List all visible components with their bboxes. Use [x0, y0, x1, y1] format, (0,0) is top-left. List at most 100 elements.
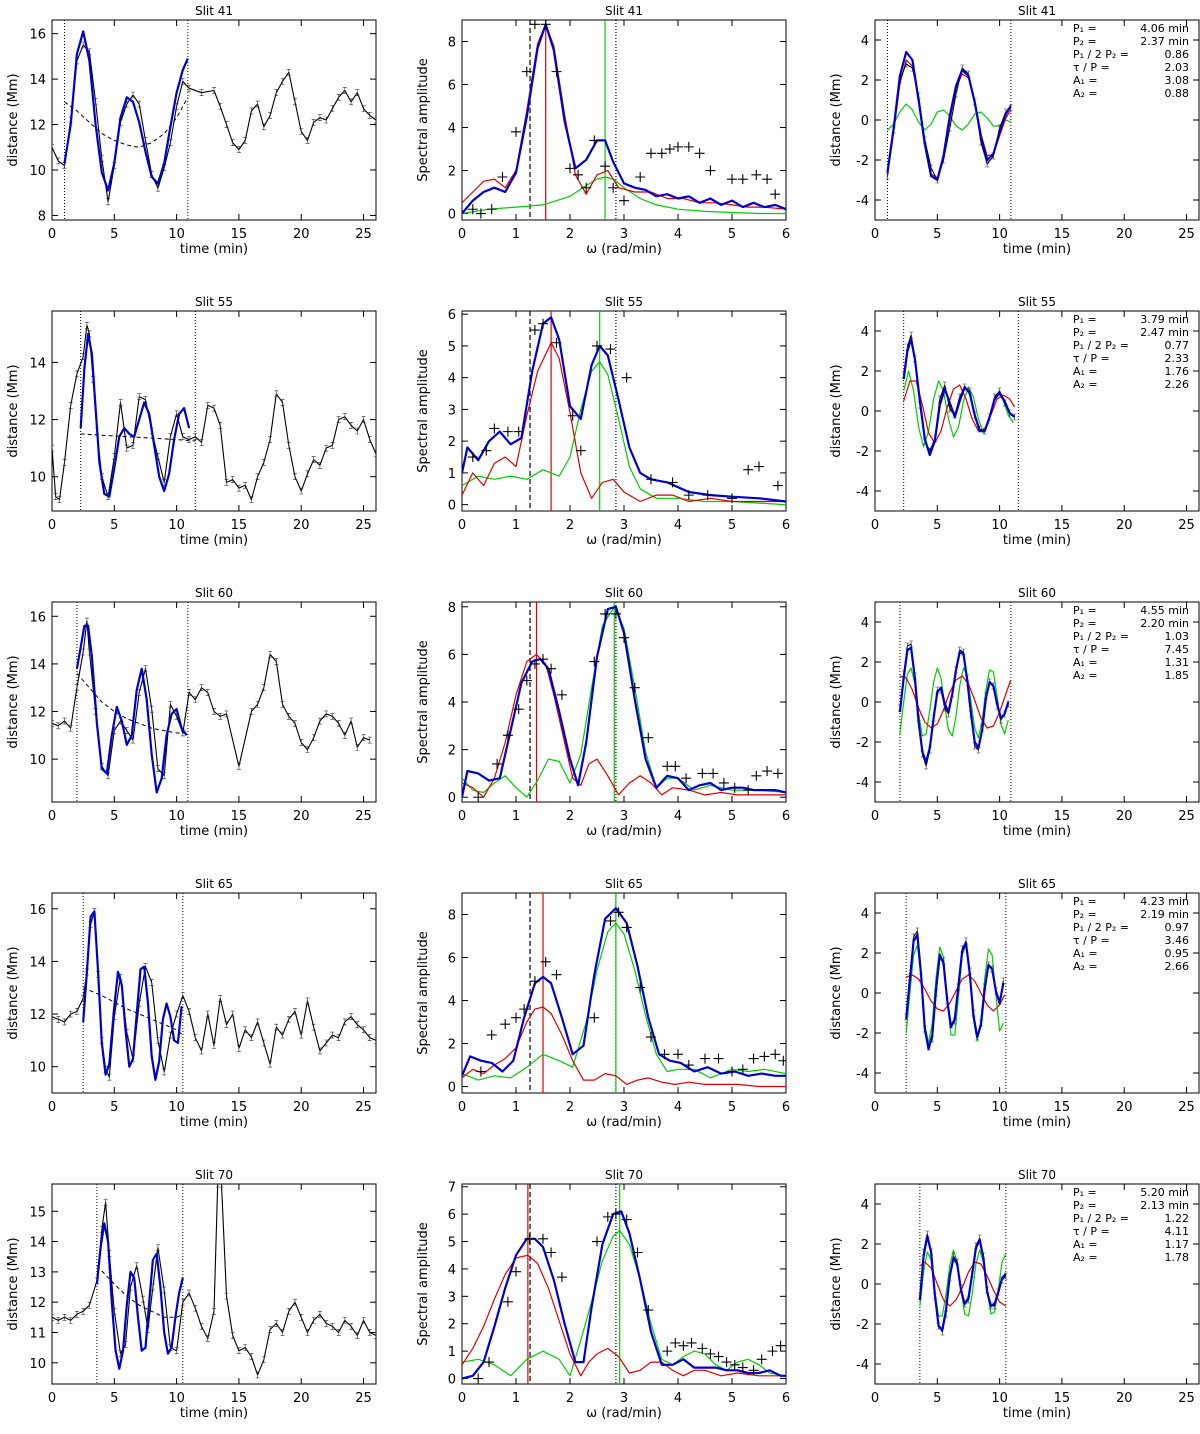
- slit-60-fit-xtick-label: 10: [991, 809, 1008, 824]
- slit-60-spectrum-data-cross: [529, 658, 540, 669]
- slit-55-distance-error-bar: [218, 421, 223, 429]
- slit-55-distance-error-bar: [274, 390, 279, 398]
- slit-70-spectrum-ytick-label: 4: [448, 1263, 456, 1278]
- slit-41-distance-error-bar: [106, 198, 111, 206]
- slit-70-spectrum-data-cross: [713, 1351, 724, 1362]
- slit-60-spectrum-data-cross: [600, 608, 611, 619]
- slit-65-distance-error-bar: [305, 997, 310, 1005]
- slit-55-distance-error-bar: [62, 459, 67, 466]
- slit-41-spectrum-data-cross: [619, 195, 629, 206]
- slit-55-spectrum-ytick-label: 0: [448, 499, 456, 514]
- slit-55-distance-fit-line: [79, 332, 191, 498]
- slit-65-fit-param-label: P₂ =: [1073, 908, 1097, 921]
- slit-41-fit-param-value: 2.03: [1165, 61, 1190, 74]
- slit-41-spectrum-data-cross: [705, 165, 716, 176]
- slit-55-fit-param-label: P₁ / 2 P₂ =: [1073, 339, 1129, 352]
- slit-55-fit-param-value: 0.77: [1165, 339, 1190, 352]
- slit-41-distance-error-bar: [355, 89, 360, 97]
- slit-60-spectrum-ytick-label: 6: [448, 648, 456, 663]
- slit-55-spectrum-data-cross: [567, 410, 578, 421]
- slit-70-distance-error-bar: [74, 1311, 79, 1318]
- slit-70-distance-error-bar: [367, 1329, 372, 1336]
- slit-70-fit-param-value: 1.17: [1165, 1238, 1190, 1251]
- slit-60-distance-error-bar: [52, 720, 54, 727]
- slit-41-spectrum-data-cross: [673, 141, 683, 152]
- slit-41-spectrum-data-cross: [511, 126, 521, 137]
- slit-41-fit-title: Slit 41: [1018, 4, 1056, 18]
- slit-55-spectrum-data-cross: [605, 344, 616, 355]
- slit-60-distance-error-bar: [149, 705, 154, 713]
- slit-60-fit-xtick-label: 0: [871, 809, 879, 824]
- slit-70-spectrum-mode1-line: [462, 1254, 786, 1377]
- slit-60-distance-error-bar: [62, 717, 67, 725]
- slit-60-spectrum-data-cross: [619, 632, 629, 643]
- slit-65-distance-error-bar: [205, 1010, 210, 1018]
- slit-55-spectrum-data-cross: [754, 461, 764, 472]
- slit-65-spectrum-ytick-label: 2: [448, 1038, 456, 1053]
- slit-70-spectrum-xlabel: ω (rad/min): [586, 1406, 662, 1421]
- slit-60-spectrum-xtick-label: 6: [782, 809, 790, 824]
- slit-55-spectrum-data-cross: [727, 493, 737, 504]
- slit-41-spectrum-data-cross: [664, 144, 675, 155]
- slit-55-spectrum-data-cross: [621, 372, 632, 383]
- slit-60-spectrum-data-cross: [589, 656, 600, 667]
- slit-41-distance-xtick-label: 20: [293, 227, 310, 242]
- slit-65-distance-error-bar: [52, 1013, 54, 1020]
- slit-60-distance-ytick-label: 10: [29, 753, 46, 768]
- slit-41-spectrum-data-cross: [656, 148, 667, 159]
- slit-70-spectrum-plot-area: [462, 1184, 786, 1384]
- slit-70-distance-error-bar: [56, 1317, 61, 1324]
- slit-55-fit-param-label: A₂ =: [1073, 378, 1098, 391]
- slit-41-spectrum-data-cross: [694, 148, 705, 159]
- slit-70-fit-xtick-label: 15: [1054, 1391, 1071, 1406]
- slit-55-distance-error-bar: [299, 487, 304, 495]
- slit-60-distance-ylabel: distance (Mm): [6, 655, 21, 748]
- slit-70-distance-error-bar: [103, 1198, 108, 1206]
- slit-60-fit-plot-area: [897, 602, 1012, 802]
- slit-55-distance-error-bar: [68, 401, 73, 409]
- slit-65-distance-ylabel: distance (Mm): [6, 946, 21, 1039]
- slit-65-spectrum-data-cross: [713, 1053, 724, 1064]
- slit-70-fit-param-label: τ / P =: [1073, 1225, 1110, 1238]
- slit-70-fit-param-value: 4.11: [1165, 1225, 1190, 1238]
- slit-55-distance-xtick-label: 0: [48, 518, 56, 533]
- slit-41-fit-param-label: P₁ =: [1073, 22, 1097, 35]
- slit-70-spectrum-data-cross: [767, 1346, 778, 1357]
- slit-55-distance-ytick-label: 12: [29, 414, 46, 429]
- slit-41-distance-xtick-label: 0: [48, 227, 56, 242]
- slit-70-distance-ytick-label: 15: [29, 1205, 46, 1220]
- slit-41-distance-error-bar: [330, 105, 335, 112]
- slit-60-spectrum-data-cross: [492, 758, 503, 769]
- slit-55-distance-error-bar: [374, 450, 376, 458]
- slit-70-spectrum-data-cross: [621, 1214, 632, 1225]
- slit-60-distance-error-bar: [293, 720, 297, 727]
- slit-60-spectrum-title: Slit 60: [605, 586, 643, 600]
- slit-70-fit-xtick-label: 25: [1178, 1391, 1195, 1406]
- slit-41-fit-param-label: A₁ =: [1073, 74, 1098, 87]
- slit-60-fit-ylabel: distance (Mm): [829, 655, 844, 748]
- slit-41-distance-error-bar: [342, 87, 347, 94]
- slit-65-spectrum-xtick-label: 5: [728, 1100, 736, 1115]
- slit-60-spectrum-data-cross: [697, 768, 708, 779]
- slit-65-fit-ytick-label: -4: [856, 1067, 869, 1082]
- slit-55-distance-error-bar: [180, 433, 185, 441]
- slit-41-fit-ytick-label: 0: [861, 114, 869, 129]
- slit-55-distance-error-bar: [330, 441, 335, 449]
- slit-55-fit-mode1-line: [903, 380, 1016, 444]
- slit-41-spectrum-data-cross: [581, 182, 592, 193]
- slit-70-spectrum-ytick-label: 5: [448, 1236, 456, 1251]
- slit-70-fit-param-value: 5.20 min: [1140, 1186, 1189, 1199]
- slit-55-distance-ytick-label: 10: [29, 471, 46, 486]
- slit-41-distance-error-bar: [286, 68, 291, 76]
- slit-60-distance-ytick-label: 16: [29, 610, 46, 625]
- slit-65-spectrum-data-cross: [551, 969, 562, 980]
- slit-55-distance-error-bar: [230, 476, 235, 483]
- slit-65-spectrum-data-cross: [589, 1012, 600, 1023]
- slit-65-fit-xtick-label: 20: [1116, 1100, 1133, 1115]
- slit-65-distance-error-bar: [56, 1016, 61, 1023]
- slit-41-fit-xtick-label: 25: [1178, 227, 1195, 242]
- slit-65-distance-error-bar: [349, 1013, 354, 1020]
- slit-41-distance-error-bar: [268, 112, 273, 119]
- slit-60-distance-xlabel: time (min): [180, 824, 248, 839]
- slit-41-spectrum-data-cross: [751, 169, 762, 180]
